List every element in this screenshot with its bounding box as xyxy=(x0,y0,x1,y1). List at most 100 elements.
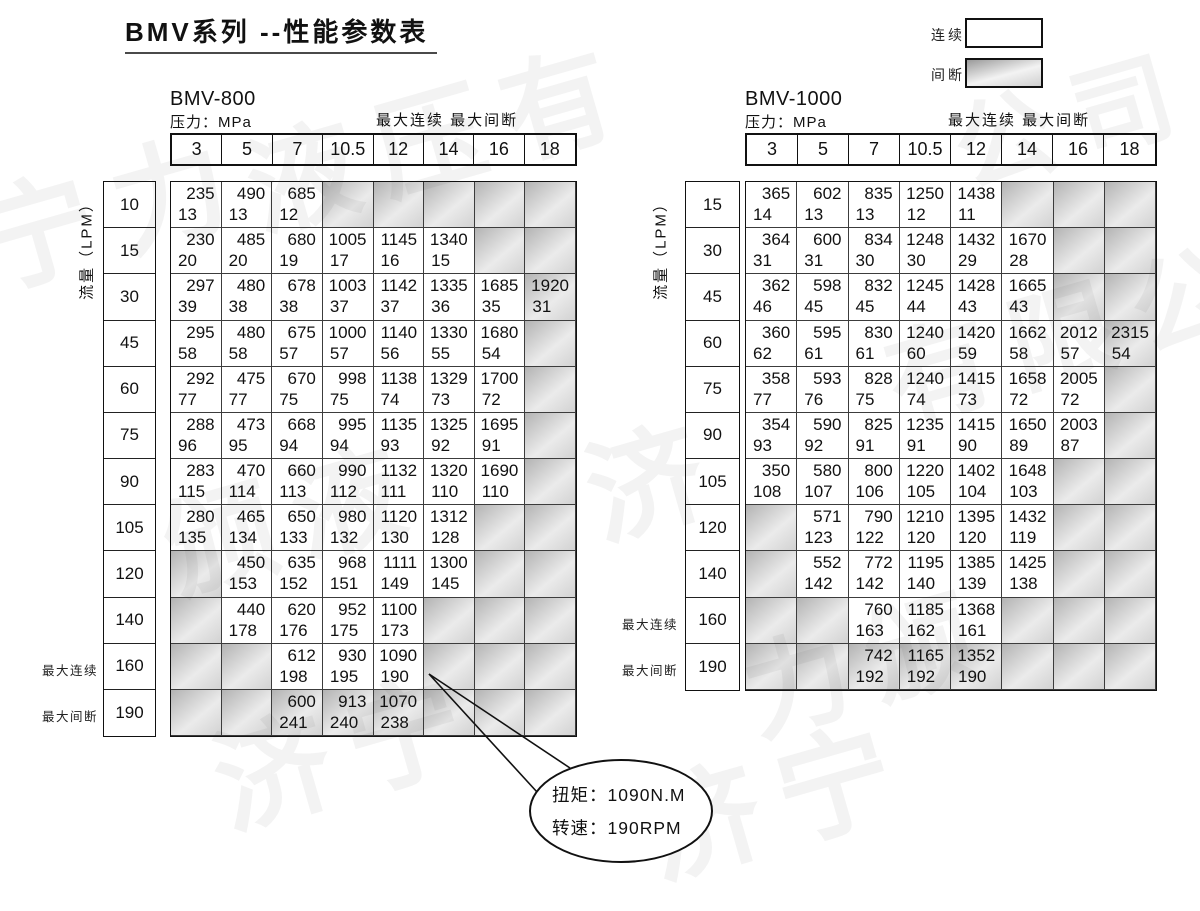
empty-cell xyxy=(1053,182,1105,229)
data-cell: 930 195 xyxy=(322,643,374,690)
speed-value: 175 xyxy=(329,620,359,640)
data-cell: 990 112 xyxy=(322,459,374,506)
empty-cell xyxy=(525,228,576,275)
empty-cell xyxy=(1104,459,1156,506)
empty-cell xyxy=(1002,643,1054,690)
empty-cell xyxy=(1104,643,1156,690)
torque-value: 835 xyxy=(864,184,893,203)
data-cell: 480 38 xyxy=(221,274,273,321)
torque-value: 1165 xyxy=(907,645,944,665)
empty-cell xyxy=(746,643,798,690)
speed-value: 61 xyxy=(804,343,824,363)
data-cell: 1320 110 xyxy=(424,459,475,506)
speed-value: 35 xyxy=(481,297,501,317)
data-cell: 580 107 xyxy=(797,459,849,506)
data-cell: 288 96 xyxy=(171,412,222,459)
speed-value: 134 xyxy=(228,528,257,548)
torque-value: 480 xyxy=(236,322,266,342)
speed-value: 178 xyxy=(228,620,257,640)
torque-value: 1210 xyxy=(906,507,944,527)
torque-value: 675 xyxy=(287,322,316,342)
speed-value: 140 xyxy=(906,574,936,594)
data-cell: 475 77 xyxy=(221,366,273,413)
torque-value: 1070 xyxy=(379,691,418,711)
data-cell: 280 135 xyxy=(171,505,222,552)
torque-value: 913 xyxy=(338,691,367,711)
speed-value: 13 xyxy=(228,205,248,224)
speed-value: 162 xyxy=(906,620,936,640)
speed-value: 72 xyxy=(481,389,501,409)
torque-value: 593 xyxy=(813,368,842,388)
speed-value: 77 xyxy=(753,389,772,409)
pressure-header-cell: 10.5 xyxy=(323,135,374,164)
torque-value: 1665 xyxy=(1008,276,1047,296)
torque-value: 678 xyxy=(287,276,316,296)
data-cell: 968 151 xyxy=(322,551,374,598)
flow-label-cell: 140 xyxy=(686,551,739,598)
data-grid: 235 13 490 13 685 12 230 20 485 20 680 19 1005 17 1145… xyxy=(170,181,577,737)
torque-value: 952 xyxy=(338,599,367,619)
flow-label-cell: 60 xyxy=(104,367,155,413)
data-cell: 590 92 xyxy=(797,412,849,460)
data-cell: 1680 54 xyxy=(474,320,526,367)
torque-value: 660 xyxy=(287,461,316,480)
speed-value: 73 xyxy=(431,389,451,409)
empty-cell xyxy=(525,412,576,459)
speed-value: 54 xyxy=(1111,343,1131,363)
speed-value: 20 xyxy=(228,251,248,271)
data-cell: 490 13 xyxy=(221,182,273,229)
data-cell: 612 198 xyxy=(272,643,323,690)
legend-intermittent-swatch xyxy=(965,58,1043,88)
data-cell: 685 12 xyxy=(272,182,323,229)
data-cell: 1650 89 xyxy=(1002,412,1054,460)
data-cell: 480 58 xyxy=(221,320,273,367)
empty-cell xyxy=(1104,551,1156,598)
data-cell: 473 95 xyxy=(221,412,273,459)
speed-value: 240 xyxy=(329,712,359,732)
torque-value: 1415 xyxy=(957,368,996,388)
data-cell: 354 93 xyxy=(746,412,798,460)
data-cell: 832 45 xyxy=(848,274,900,321)
speed-value: 94 xyxy=(279,435,299,455)
speed-value: 16 xyxy=(380,251,400,271)
empty-cell xyxy=(424,182,475,229)
torque-value: 600 xyxy=(813,230,842,250)
speed-value: 15 xyxy=(431,251,451,271)
data-cell: 1070 238 xyxy=(373,689,425,736)
speed-value: 37 xyxy=(329,297,349,317)
flow-label-cell: 60 xyxy=(686,321,739,367)
data-cell: 1432 29 xyxy=(951,228,1003,275)
data-cell: 593 76 xyxy=(797,366,849,413)
empty-cell xyxy=(171,689,222,736)
torque-value: 830 xyxy=(864,322,893,342)
speed-value: 96 xyxy=(178,435,197,455)
flow-label-cell: 15 xyxy=(686,182,739,229)
empty-cell xyxy=(1053,274,1105,321)
data-cell: 362 46 xyxy=(746,274,798,321)
torque-value: 998 xyxy=(338,368,367,388)
torque-value: 1195 xyxy=(907,553,944,573)
torque-value: 230 xyxy=(186,230,215,250)
speed-value: 92 xyxy=(431,435,451,455)
data-cell: 2005 72 xyxy=(1053,366,1105,413)
data-cell: 1330 55 xyxy=(424,320,475,367)
speed-value: 76 xyxy=(804,389,824,409)
speed-value: 89 xyxy=(1009,435,1029,455)
speed-value: 114 xyxy=(228,482,256,501)
data-cell: 1135 93 xyxy=(373,412,425,459)
speed-value: 13 xyxy=(178,205,197,224)
pressure-header-cell: 12 xyxy=(374,135,424,164)
torque-value: 1340 xyxy=(429,230,468,250)
data-cell: 595 61 xyxy=(797,320,849,367)
empty-cell xyxy=(1104,228,1156,275)
speed-value: 111 xyxy=(380,482,407,501)
torque-value: 1142 xyxy=(380,276,418,296)
data-cell: 998 75 xyxy=(322,366,374,413)
speed-value: 20 xyxy=(178,251,197,271)
speed-value: 128 xyxy=(431,528,460,548)
pressure-unit-label: 压力：MPa xyxy=(170,114,252,131)
speed-value: 113 xyxy=(279,482,307,501)
empty-cell xyxy=(474,643,526,690)
torque-value: 297 xyxy=(186,276,215,296)
speed-value: 13 xyxy=(804,205,824,224)
